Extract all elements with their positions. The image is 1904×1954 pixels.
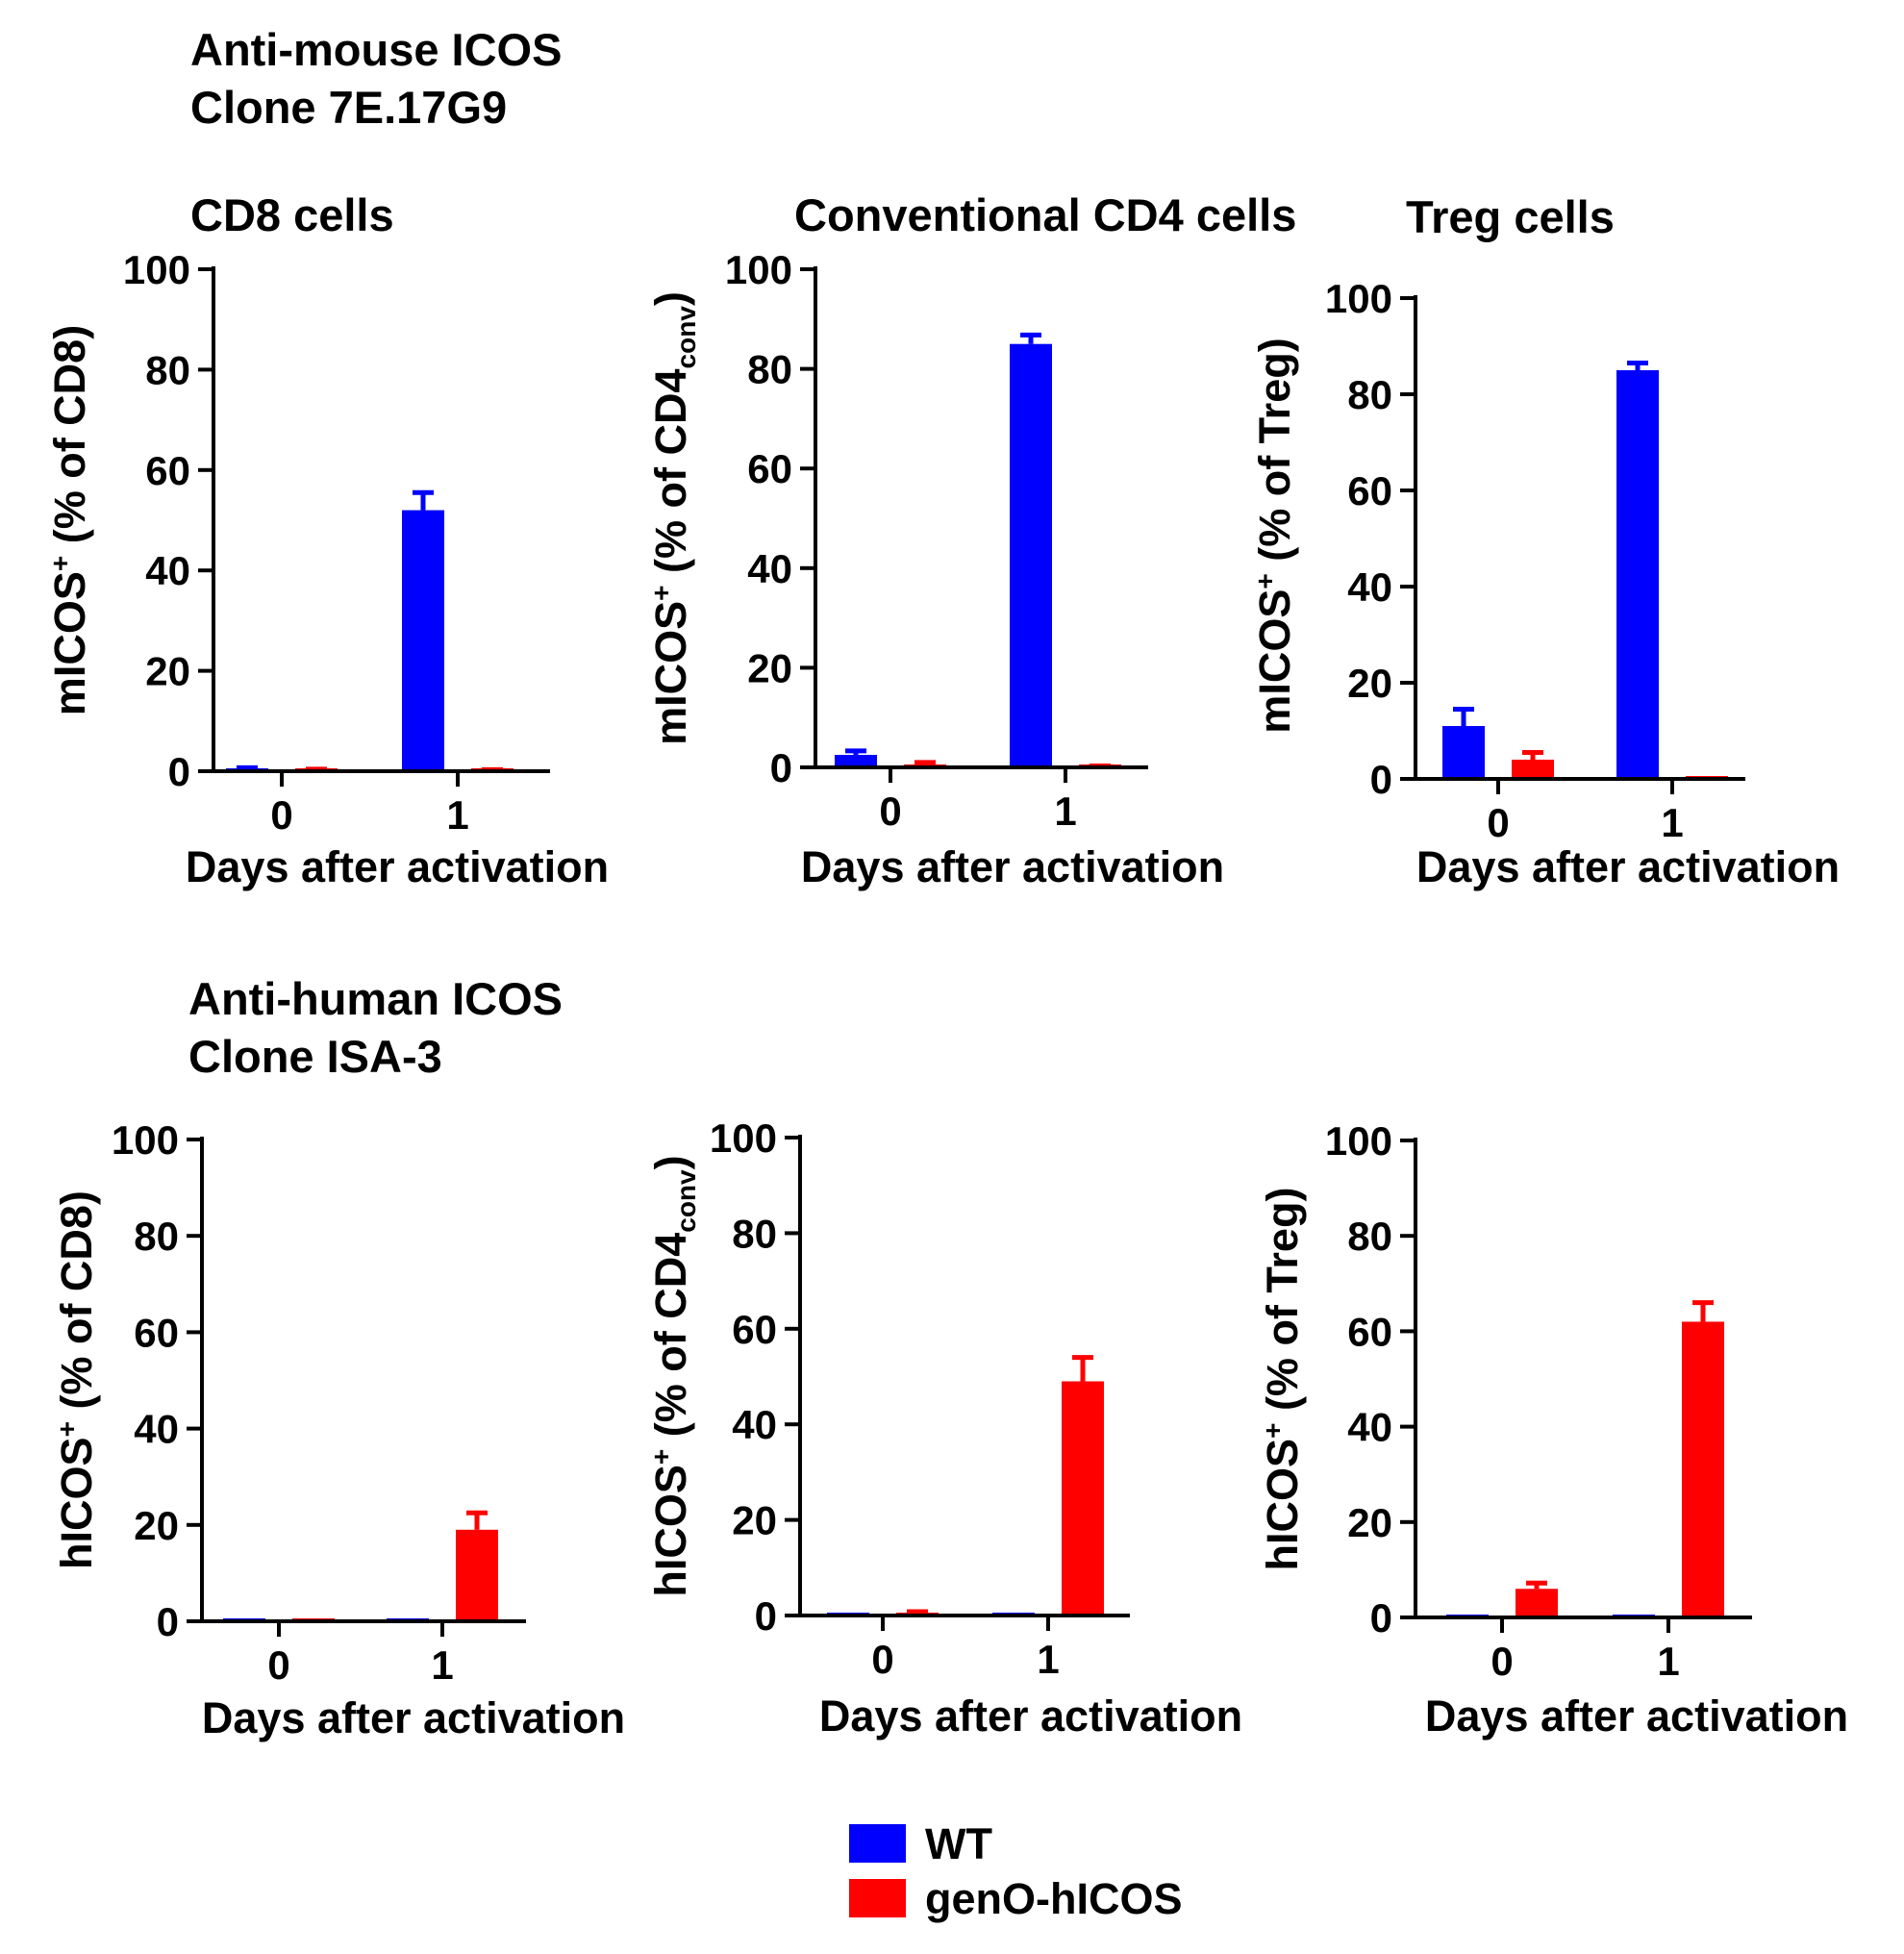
x-axis-label: Days after activation bbox=[186, 842, 609, 891]
panel-title: Treg cells bbox=[1406, 191, 1615, 242]
bottom-section-title-line1: Anti-human ICOS bbox=[188, 973, 563, 1024]
bottom-section-title-line2: Clone ISA-3 bbox=[188, 1031, 442, 1082]
y-axis-label: hICOS+ (% of CD8) bbox=[52, 1190, 101, 1569]
bar-wt-day-1 bbox=[1616, 370, 1659, 779]
y-tick-label: 20 bbox=[1347, 661, 1392, 706]
panel-human-cd8: 0 20 40 60 80 100 0 1 Days after activation hICOS… bbox=[52, 1117, 625, 1742]
x-axis-label: Days after activation bbox=[1425, 1691, 1848, 1741]
x-tick-label: 1 bbox=[1657, 1639, 1679, 1684]
y-tick-label: 60 bbox=[1347, 1309, 1392, 1354]
bar-geno-hicos-day-1 bbox=[456, 1529, 498, 1621]
bar-geno-hicos-day-0 bbox=[1512, 760, 1554, 779]
y-tick-label: 20 bbox=[134, 1503, 179, 1548]
y-tick-label: 100 bbox=[710, 1115, 777, 1161]
y-tick-label: 40 bbox=[747, 546, 792, 591]
y-axis-label: mICOS+ (% of Treg) bbox=[1250, 338, 1299, 733]
x-axis-label: Days after activation bbox=[1416, 842, 1840, 891]
y-axis-label: mICOS+ (% of CD8) bbox=[45, 325, 94, 715]
x-tick-label: 0 bbox=[267, 1642, 289, 1688]
panel-mouse-cd4conv: Conventional CD4 cells 0 20 40 60 80 100 0 1 Days… bbox=[646, 189, 1296, 891]
bar-geno-hicos-day-1 bbox=[1062, 1381, 1104, 1616]
bar-geno-hicos-day-0 bbox=[1516, 1589, 1558, 1617]
x-tick-label: 1 bbox=[446, 792, 468, 838]
y-tick-label: 40 bbox=[732, 1402, 777, 1447]
x-tick-label: 0 bbox=[1491, 1639, 1513, 1684]
y-tick-label: 100 bbox=[725, 247, 792, 292]
bar-wt-day-0 bbox=[1442, 726, 1485, 779]
y-tick-label: 80 bbox=[732, 1211, 777, 1256]
y-tick-label: 100 bbox=[112, 1117, 179, 1163]
x-tick-label: 1 bbox=[431, 1642, 453, 1688]
x-tick-label: 0 bbox=[270, 792, 292, 838]
x-tick-label: 0 bbox=[879, 789, 901, 834]
legend-label-wt: WT bbox=[925, 1819, 992, 1868]
y-tick-label: 100 bbox=[1325, 1118, 1392, 1164]
y-tick-label: 0 bbox=[1370, 1595, 1392, 1641]
y-tick-label: 60 bbox=[134, 1310, 179, 1355]
y-tick-label: 0 bbox=[755, 1593, 777, 1639]
y-tick-label: 20 bbox=[747, 645, 792, 690]
x-tick-label: 1 bbox=[1037, 1637, 1059, 1682]
panel-human-treg: 0 20 40 60 80 100 0 1 Days after activation hICOS… bbox=[1258, 1118, 1848, 1741]
y-tick-label: 40 bbox=[134, 1407, 179, 1452]
y-tick-label: 40 bbox=[145, 548, 190, 593]
y-tick-label: 60 bbox=[1347, 468, 1392, 514]
legend: WT genO-hICOS bbox=[849, 1819, 1183, 1923]
top-section-title-line1: Anti-mouse ICOS bbox=[190, 24, 562, 75]
y-tick-label: 60 bbox=[747, 446, 792, 491]
bar-wt-day-1 bbox=[1010, 343, 1052, 767]
y-tick-label: 20 bbox=[1347, 1500, 1392, 1545]
y-tick-label: 80 bbox=[1347, 372, 1392, 417]
y-tick-label: 20 bbox=[732, 1498, 777, 1543]
top-section-title-line2: Clone 7E.17G9 bbox=[190, 82, 507, 133]
x-tick-label: 0 bbox=[1487, 800, 1509, 845]
y-axis-label: hICOS+ (% of CD4conv) bbox=[646, 1155, 701, 1596]
x-axis-label: Days after activation bbox=[819, 1691, 1242, 1741]
y-tick-label: 20 bbox=[145, 649, 190, 694]
legend-swatch-wt bbox=[849, 1824, 906, 1863]
y-tick-label: 0 bbox=[1370, 757, 1392, 802]
y-tick-label: 40 bbox=[1347, 1405, 1392, 1450]
panel-human-cd4conv: 0 20 40 60 80 100 0 1 Days after activation hICOS… bbox=[646, 1115, 1242, 1741]
x-axis-label: Days after activation bbox=[202, 1693, 625, 1742]
legend-label-geno-hicos: genO-hICOS bbox=[925, 1874, 1183, 1923]
y-tick-label: 0 bbox=[157, 1599, 179, 1644]
x-axis-label: Days after activation bbox=[801, 842, 1224, 891]
y-tick-label: 60 bbox=[732, 1307, 777, 1352]
y-tick-label: 80 bbox=[145, 347, 190, 392]
x-tick-label: 0 bbox=[871, 1637, 893, 1682]
panel-title: CD8 cells bbox=[190, 189, 394, 240]
y-axis-label: hICOS+ (% of Treg) bbox=[1258, 1188, 1307, 1571]
y-tick-label: 60 bbox=[145, 448, 190, 493]
legend-swatch-geno-hicos bbox=[849, 1879, 906, 1917]
y-tick-label: 40 bbox=[1347, 564, 1392, 610]
y-axis-label: mICOS+ (% of CD4conv) bbox=[646, 291, 701, 745]
panel-title: Conventional CD4 cells bbox=[794, 189, 1296, 240]
y-tick-label: 0 bbox=[168, 749, 190, 794]
bar-wt-day-1 bbox=[402, 510, 444, 771]
bar-wt-day-0 bbox=[835, 755, 877, 767]
y-tick-label: 80 bbox=[1347, 1214, 1392, 1259]
y-tick-label: 100 bbox=[1325, 276, 1392, 321]
x-tick-label: 1 bbox=[1054, 789, 1076, 834]
y-tick-label: 80 bbox=[134, 1214, 179, 1259]
x-tick-label: 1 bbox=[1661, 800, 1683, 845]
y-tick-label: 80 bbox=[747, 347, 792, 392]
y-tick-label: 100 bbox=[123, 247, 190, 292]
bar-geno-hicos-day-1 bbox=[1682, 1321, 1724, 1617]
y-tick-label: 0 bbox=[770, 745, 792, 790]
